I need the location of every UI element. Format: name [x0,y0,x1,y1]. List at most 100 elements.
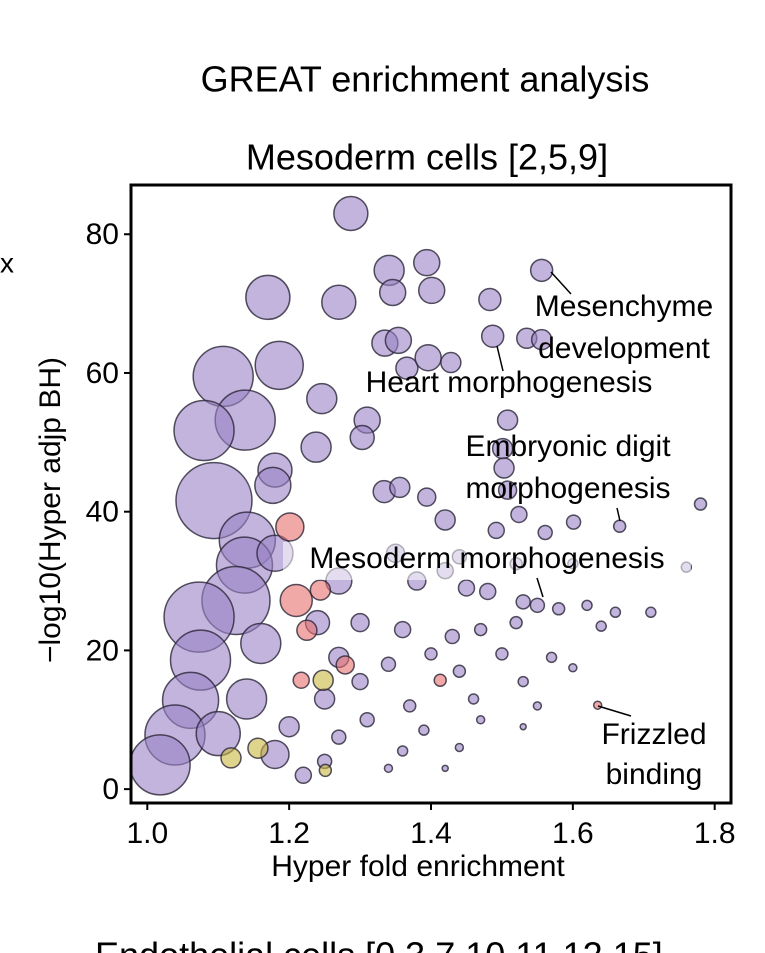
cut-fragment: x [0,247,14,278]
bubble [545,651,558,664]
bubble [441,764,449,773]
bubble [292,671,310,689]
bubble [693,497,708,511]
bubble [454,742,465,753]
x-tick-label: 1.8 [694,817,736,850]
bubble [612,519,627,534]
bubble [300,431,332,463]
bubble [537,524,553,541]
bubble [393,620,412,639]
annotation-leader [550,271,572,295]
bubble [306,382,338,415]
bubble [195,710,241,757]
bubble [335,655,355,675]
bubble [519,722,527,731]
bubble [417,276,446,305]
bubble [275,512,305,542]
bubble [467,693,480,705]
x-tick-label: 1.2 [268,817,310,850]
bubble [434,509,456,531]
bubble [318,763,333,778]
bubble [497,480,518,500]
annotation-text: Mesenchyme [535,290,713,323]
bubble [254,466,292,505]
bubble [402,699,417,713]
bubble [493,457,515,479]
annotation-text: morphogenesis [465,472,670,505]
bubble [496,409,519,431]
bubble [278,715,300,738]
chart-subtitle: Mesoderm cells [2,5,9] [246,137,608,178]
bubble [245,274,291,321]
bubble [378,278,407,307]
x-tick-label: 1.4 [410,817,452,850]
bubble [529,597,546,614]
bubble [645,606,657,619]
bubble [173,399,235,462]
bubble [349,424,375,451]
annotation-background [283,542,691,580]
bubble [480,324,505,348]
bubble [395,356,419,380]
bubble [532,701,543,711]
bubble [568,662,578,673]
bubble [383,763,394,774]
bubble [220,747,242,769]
bubble [389,476,411,499]
bubble [414,343,442,372]
x-axis-label: Hyper fold enrichment [271,850,565,883]
y-tick-label: 60 [86,357,119,390]
bubble [551,602,566,616]
annotation-leader [536,577,544,598]
bubble [457,579,476,597]
y-tick-label: 40 [86,496,119,529]
bubble [380,656,397,673]
bubble [312,669,334,691]
bubble [495,647,509,661]
annotation-text: Embryonic digit [465,430,671,463]
bubble [510,505,528,524]
bubble [433,673,447,687]
annotation-leader [496,345,504,372]
bubble [331,729,347,745]
bubble [359,712,375,728]
bubble [452,664,467,678]
bubble [294,766,313,785]
chart-title: GREAT enrichment analysis [201,59,650,100]
bubble [333,195,369,232]
bubble [384,326,413,355]
bubble [247,737,269,759]
y-tick-label: 80 [86,218,119,251]
bubble [424,647,438,661]
bubble [530,328,553,351]
annotation-leader [597,705,632,717]
bubble [581,599,593,612]
y-axis-label: −log10(Hyper adjp BH) [34,357,67,663]
bubble [309,579,332,601]
bubble [595,620,607,632]
bubble [517,675,529,688]
bubble [609,606,622,619]
bubble [418,724,430,736]
annotation-leader [616,507,621,522]
annotation-text: Heart morphogenesis [366,366,653,399]
bubble [515,594,531,610]
bubble [279,583,313,618]
y-tick-label: 0 [102,773,119,806]
annotation-text: binding [606,758,703,791]
bubble [565,514,582,530]
bubble [321,284,357,320]
annotation-text: Mesoderm morphogenesis [309,542,664,575]
bubble [225,678,268,720]
bubble [529,258,554,283]
bubble [509,615,523,630]
bubble [412,248,441,277]
bubble [475,715,486,725]
bubble [351,672,369,691]
bubble [396,745,409,757]
bubble [444,628,461,645]
bubble [296,619,318,642]
x-tick-label: 1.0 [126,817,168,850]
